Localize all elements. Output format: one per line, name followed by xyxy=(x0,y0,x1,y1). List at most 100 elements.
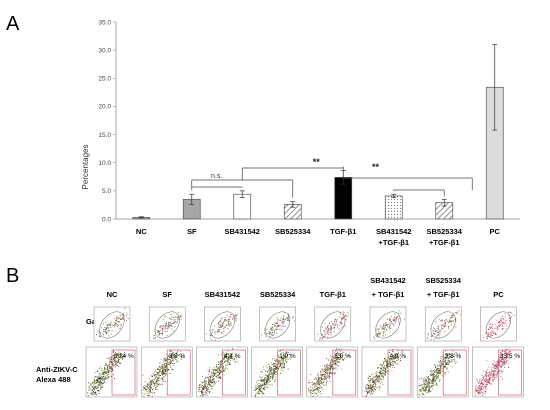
stain-dot xyxy=(488,382,490,384)
stain-dot xyxy=(392,351,394,353)
stain-dot xyxy=(116,357,118,359)
gate-dot xyxy=(501,318,503,320)
stain-dot xyxy=(428,381,430,383)
gate-dot xyxy=(272,328,274,330)
stain-dot xyxy=(431,370,433,372)
stain-dot xyxy=(212,379,214,381)
stain-dot xyxy=(364,395,366,397)
stain-dot xyxy=(474,392,476,394)
stain-dot xyxy=(418,389,420,391)
stain-dot xyxy=(270,362,272,364)
stain-dot xyxy=(423,390,425,392)
gate-dot xyxy=(153,335,154,337)
stain-dot xyxy=(90,384,92,386)
stain-dot xyxy=(283,358,285,360)
stain-dot xyxy=(259,383,261,385)
stain-dot xyxy=(502,358,504,360)
stain-dot xyxy=(263,387,265,389)
stain-dot xyxy=(108,370,110,372)
stain-dot xyxy=(338,359,340,361)
gate-dot xyxy=(115,320,117,321)
gate-dot xyxy=(118,321,120,323)
stain-dot xyxy=(255,389,257,390)
stain-dot xyxy=(451,356,453,358)
stain-dot xyxy=(112,365,114,367)
stain-dot xyxy=(107,376,109,378)
gate-dot xyxy=(502,322,504,323)
stain-dot xyxy=(444,372,446,374)
stain-dot xyxy=(502,355,504,357)
gate-dot xyxy=(174,321,176,323)
stain-dot xyxy=(487,379,489,381)
stain-dot xyxy=(204,382,206,384)
stain-dot xyxy=(123,355,125,357)
gate-dot xyxy=(450,322,452,324)
stain-dot xyxy=(438,361,440,363)
gate-ellipse xyxy=(430,311,456,339)
stain-dot xyxy=(333,357,335,359)
stain-dot xyxy=(121,357,123,359)
stain-dot xyxy=(99,367,100,369)
stain-dot xyxy=(326,369,328,371)
stain-dot xyxy=(427,376,429,378)
gate-dot xyxy=(167,326,169,328)
gate-dot xyxy=(330,331,332,333)
stain-dot xyxy=(169,359,171,361)
stain-dot xyxy=(161,377,163,378)
stain-dot xyxy=(143,386,144,388)
stain-dot xyxy=(385,365,387,367)
stain-dot xyxy=(487,375,489,377)
stain-dot xyxy=(386,362,388,364)
stain-dot xyxy=(422,386,424,388)
stain-dot xyxy=(428,379,430,381)
stain-dot xyxy=(505,362,507,364)
gate-dot xyxy=(346,316,348,318)
gate-dot xyxy=(236,314,238,316)
stain-dot xyxy=(329,371,331,373)
stain-dot xyxy=(445,357,447,358)
stain-dot xyxy=(156,383,158,385)
stain-dot xyxy=(437,369,439,371)
stain-dot xyxy=(163,361,164,363)
stain-dot xyxy=(92,389,94,391)
stain-dot xyxy=(171,354,173,355)
gate-dot xyxy=(440,320,442,322)
gate-dot xyxy=(110,324,112,326)
stain-dot xyxy=(116,360,118,362)
gate-dot xyxy=(431,335,433,337)
gate-dot xyxy=(386,329,387,331)
gate-dot xyxy=(492,335,494,337)
stain-dot xyxy=(435,375,437,377)
gate-dot xyxy=(105,332,107,333)
stain-dot xyxy=(267,375,269,377)
positive-percentage: 33.5 % xyxy=(500,353,520,360)
gate-dot xyxy=(504,313,506,315)
stain-dot xyxy=(369,390,371,392)
stain-dot xyxy=(333,356,335,358)
stain-dot xyxy=(320,370,321,372)
gate-dot xyxy=(445,324,446,326)
gate-dot xyxy=(227,328,229,330)
stain-dot xyxy=(324,379,326,381)
stain-dot xyxy=(376,373,378,375)
gate-dot xyxy=(385,334,387,336)
gate-dot xyxy=(497,328,499,330)
stain-dot xyxy=(274,369,276,370)
stain-dot xyxy=(317,390,319,392)
gate-dot xyxy=(482,337,484,339)
stain-dot xyxy=(433,371,435,373)
stain-dot xyxy=(487,382,489,384)
stain-dot xyxy=(317,379,319,381)
stain-dot xyxy=(97,380,99,382)
stain-dot xyxy=(489,373,490,375)
stain-dot xyxy=(311,385,313,387)
stain-dot xyxy=(491,368,493,370)
gate-dot xyxy=(209,330,211,332)
stain-dot xyxy=(159,367,161,369)
stain-dot xyxy=(383,373,385,375)
stain-dot xyxy=(174,355,176,357)
gate-dot xyxy=(228,323,230,325)
stain-dot xyxy=(113,357,115,359)
gate-dot xyxy=(436,328,438,329)
stain-dot xyxy=(331,356,333,358)
